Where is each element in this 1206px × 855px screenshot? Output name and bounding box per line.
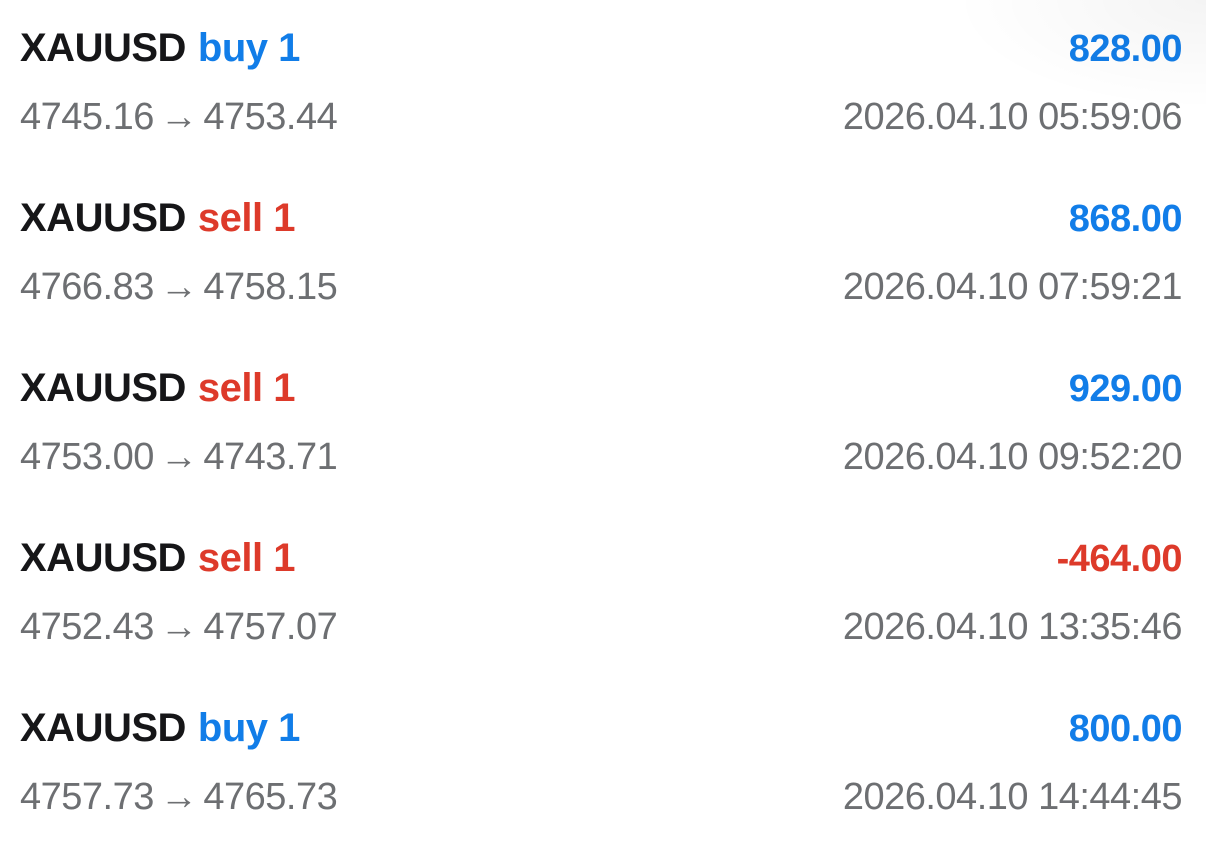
deal-symbol: XAUUSD: [20, 536, 186, 580]
deal-profit: 929.00: [1068, 368, 1183, 410]
deal-row-top-line: XAUUSD sell 1 868.00: [20, 196, 1183, 241]
deal-timestamp: 2026.04.10 07:59:21: [842, 265, 1183, 308]
deal-profit: 868.00: [1068, 198, 1183, 240]
deal-price-range: 4753.00 → 4743.71: [20, 435, 338, 479]
deal-row[interactable]: XAUUSD buy 1 828.00 4745.16 → 4753.44 2026.…: [0, 0, 1206, 170]
deal-symbol-and-side: XAUUSD buy 1: [20, 706, 300, 751]
deal-row-bottom-line: 4753.00 → 4743.71 2026.04.10 09:52:20: [20, 435, 1183, 479]
arrow-right-icon: →: [159, 435, 198, 478]
deal-timestamp: 2026.04.10 14:44:45: [842, 775, 1183, 818]
deal-row[interactable]: XAUUSD buy 1 800.00 4757.73 → 4765.73 2026.…: [0, 680, 1206, 850]
deal-row-top-line: XAUUSD sell 1 -464.00: [20, 536, 1183, 581]
deal-profit: 828.00: [1068, 28, 1183, 70]
deal-symbol-and-side: XAUUSD sell 1: [20, 536, 295, 581]
deal-open-price: 4753.00: [20, 435, 154, 478]
deal-side-volume: buy 1: [197, 706, 300, 750]
deal-close-price: 4765.73: [203, 775, 338, 818]
deal-open-price: 4745.16: [20, 95, 154, 138]
deal-row-bottom-line: 4766.83 → 4758.15 2026.04.10 07:59:21: [20, 265, 1183, 309]
deal-side-volume: sell 1: [197, 536, 296, 580]
deal-price-range: 4757.73 → 4765.73: [20, 775, 338, 819]
deal-profit: -464.00: [1056, 538, 1183, 580]
deal-price-range: 4766.83 → 4758.15: [20, 265, 338, 309]
deal-row-bottom-line: 4752.43 → 4757.07 2026.04.10 13:35:46: [20, 605, 1183, 649]
deal-timestamp: 2026.04.10 09:52:20: [842, 435, 1183, 478]
deal-symbol: XAUUSD: [20, 706, 186, 750]
arrow-right-icon: →: [159, 775, 198, 818]
deal-symbol: XAUUSD: [20, 26, 186, 70]
deal-row-top-line: XAUUSD buy 1 828.00: [20, 26, 1183, 71]
deal-symbol-and-side: XAUUSD sell 1: [20, 366, 295, 411]
deal-price-range: 4745.16 → 4753.44: [20, 95, 338, 139]
deal-close-price: 4757.07: [203, 605, 338, 648]
deal-row[interactable]: XAUUSD sell 1 -464.00 4752.43 → 4757.07 202…: [0, 510, 1206, 680]
deal-row[interactable]: XAUUSD sell 1 929.00 4753.00 → 4743.71 2026…: [0, 340, 1206, 510]
deal-side-volume: sell 1: [197, 196, 296, 240]
deal-row-top-line: XAUUSD buy 1 800.00: [20, 706, 1183, 751]
deal-profit: 800.00: [1068, 708, 1183, 750]
deal-open-price: 4752.43: [20, 605, 154, 648]
deal-row[interactable]: XAUUSD sell 1 868.00 4766.83 → 4758.15 2026…: [0, 170, 1206, 340]
arrow-right-icon: →: [159, 95, 198, 138]
deal-open-price: 4766.83: [20, 265, 154, 308]
deal-row-bottom-line: 4745.16 → 4753.44 2026.04.10 05:59:06: [20, 95, 1183, 139]
deal-close-price: 4743.71: [203, 435, 338, 478]
deal-price-range: 4752.43 → 4757.07: [20, 605, 338, 649]
deal-close-price: 4753.44: [203, 95, 338, 138]
deal-timestamp: 2026.04.10 13:35:46: [842, 605, 1183, 648]
deal-side-volume: sell 1: [197, 366, 296, 410]
deal-symbol: XAUUSD: [20, 196, 186, 240]
deal-timestamp: 2026.04.10 05:59:06: [842, 95, 1183, 138]
deal-symbol-and-side: XAUUSD sell 1: [20, 196, 295, 241]
deal-symbol: XAUUSD: [20, 366, 186, 410]
arrow-right-icon: →: [159, 605, 198, 648]
deal-side-volume: buy 1: [197, 26, 300, 70]
deal-row-top-line: XAUUSD sell 1 929.00: [20, 366, 1183, 411]
arrow-right-icon: →: [159, 265, 198, 308]
deal-row-bottom-line: 4757.73 → 4765.73 2026.04.10 14:44:45: [20, 775, 1183, 819]
deal-open-price: 4757.73: [20, 775, 154, 818]
deal-close-price: 4758.15: [203, 265, 338, 308]
deal-symbol-and-side: XAUUSD buy 1: [20, 26, 300, 71]
